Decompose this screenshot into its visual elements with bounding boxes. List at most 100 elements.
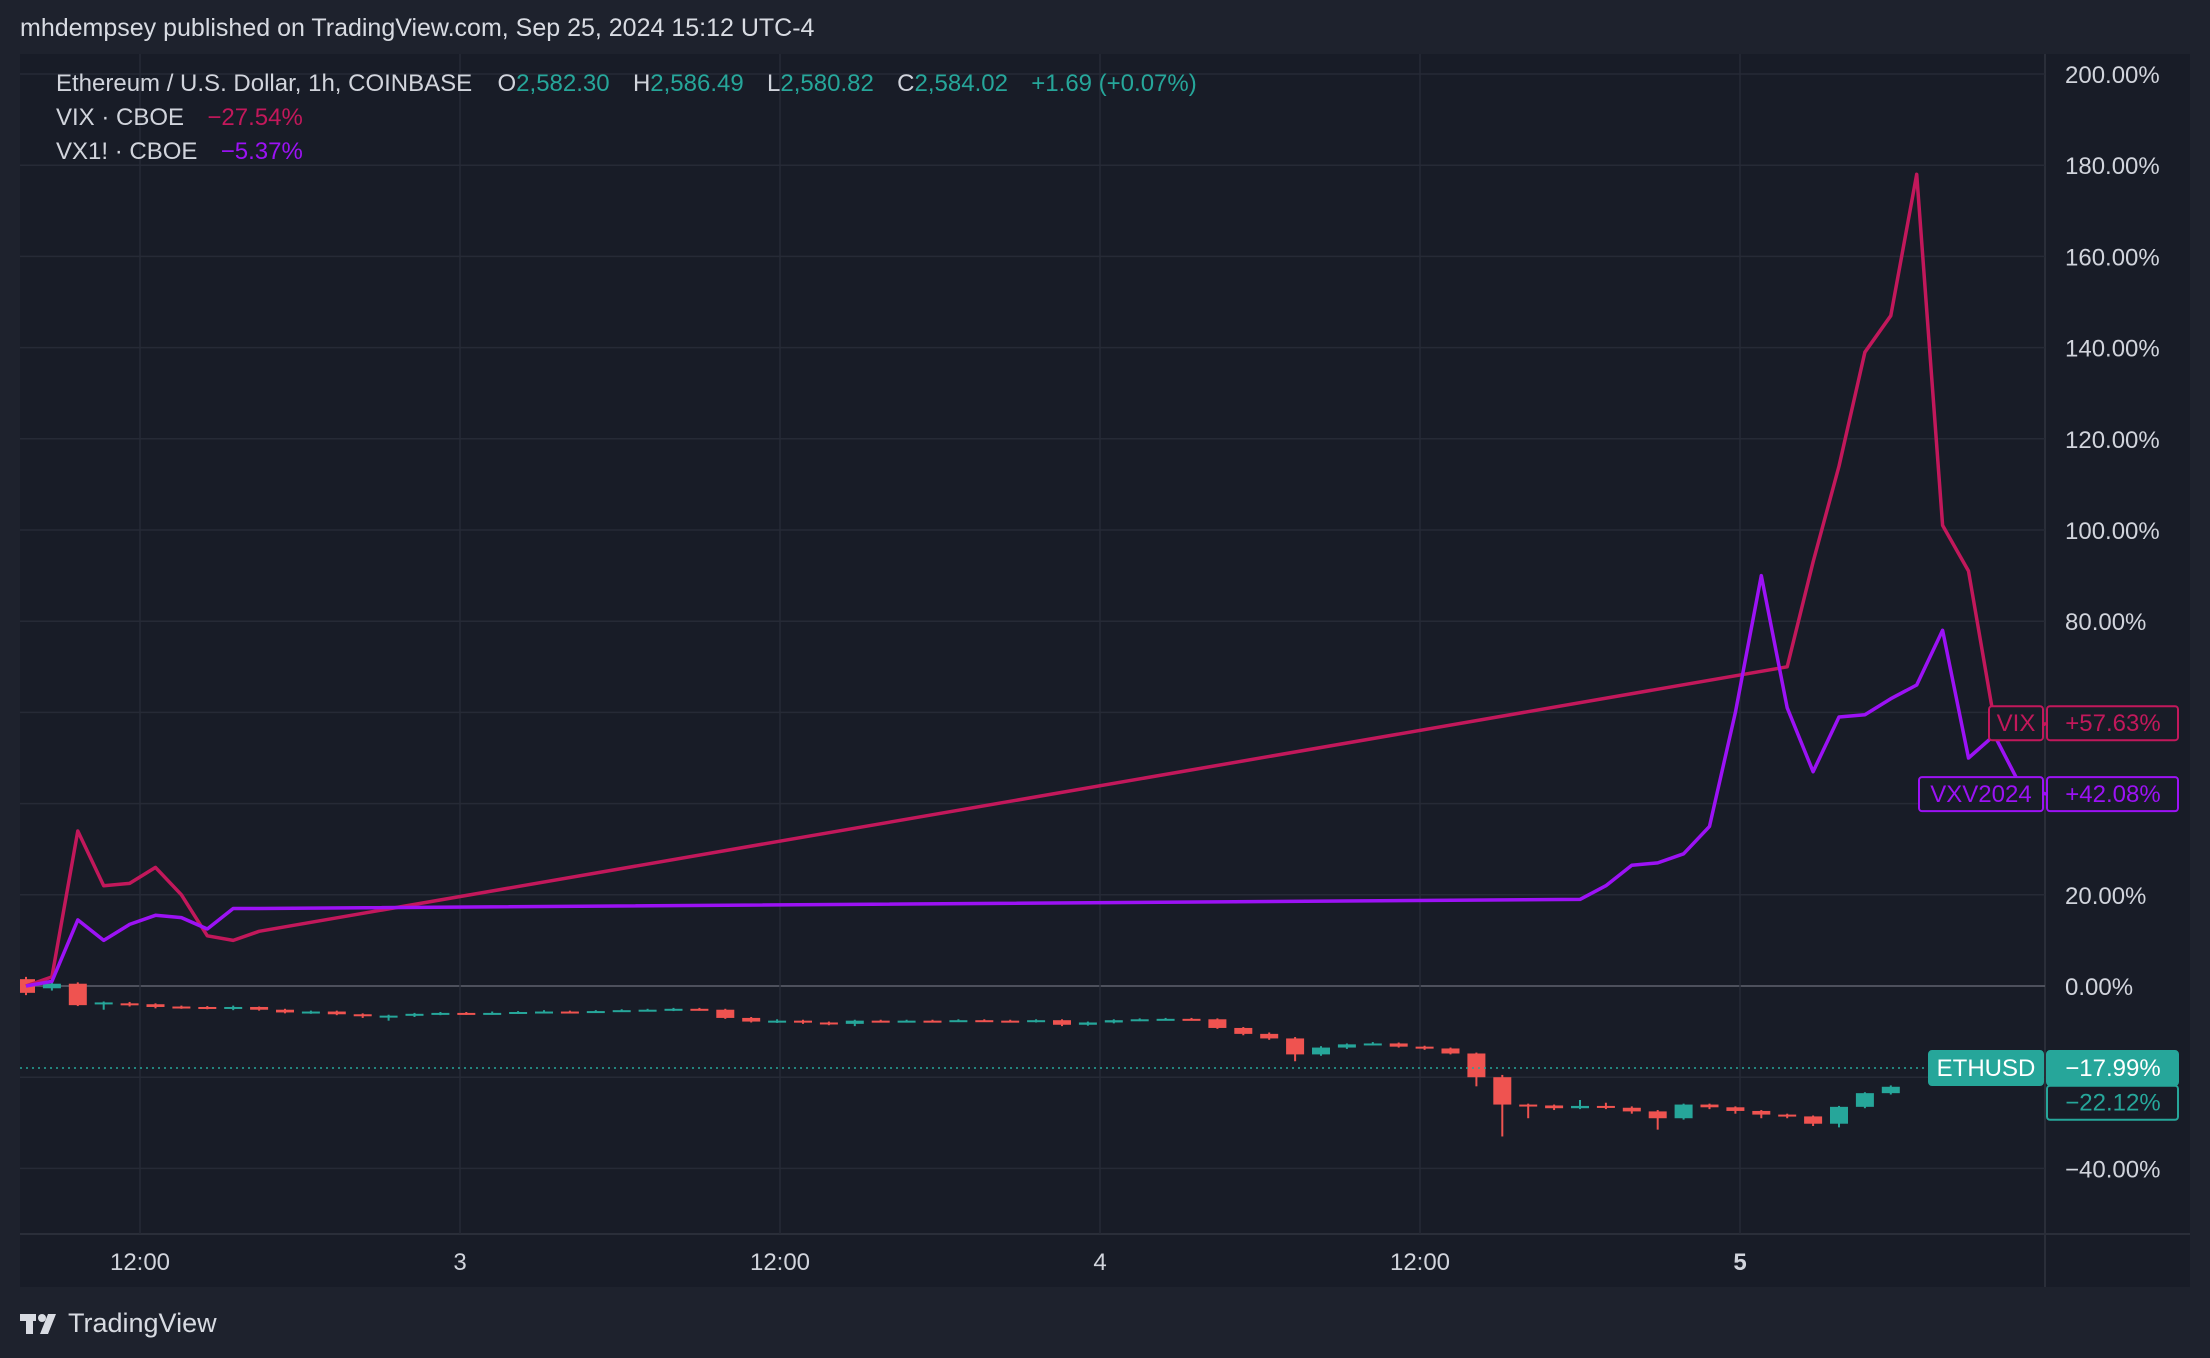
candle-body <box>483 1012 502 1015</box>
candle-body <box>1752 1110 1771 1115</box>
legend-c-value: 2,584.02 <box>914 70 1008 97</box>
ethusd-candles <box>20 976 2045 1137</box>
candle-body <box>1001 1020 1020 1023</box>
price-tick-label: 20.00% <box>2065 883 2146 910</box>
candle-body <box>250 1006 269 1010</box>
candle-body <box>301 1011 320 1014</box>
candle-body <box>1130 1019 1149 1022</box>
time-tick-label: 12:00 <box>1390 1249 1450 1276</box>
series-value-tag <box>2046 776 2179 813</box>
candle-body <box>172 1006 191 1009</box>
price-tick-label: 0.00% <box>2065 974 2133 1001</box>
candle-body <box>68 983 87 1006</box>
candle-body <box>1337 1044 1356 1048</box>
series-value-tag-text: +57.63% <box>2065 710 2160 737</box>
candle-body <box>457 1012 476 1015</box>
candle-body <box>1881 1086 1900 1094</box>
legend-vix-change: −27.54% <box>207 104 303 131</box>
candle-body <box>742 1017 761 1022</box>
legend-vix[interactable]: VIX · CBOE −27.54% <box>56 104 303 132</box>
price-tick-label: 180.00% <box>2065 153 2160 180</box>
candle-body <box>42 983 61 989</box>
legend-o-label: O <box>497 70 517 97</box>
series-name-tag <box>1918 776 2044 813</box>
candle-body <box>1830 1106 1848 1124</box>
candle-body <box>612 1010 631 1013</box>
eth-secondary-tag <box>2046 1084 2179 1121</box>
eth-secondary-tag-text: −22.12% <box>2065 1090 2160 1117</box>
candle-body <box>1260 1033 1279 1039</box>
candle-body <box>1104 1020 1123 1023</box>
series-line-vxv2024 <box>25 573 2047 988</box>
candle-body <box>1804 1116 1823 1124</box>
candle-body <box>1182 1018 1201 1021</box>
candle-body <box>923 1020 942 1023</box>
price-tick-label: 120.00% <box>2065 427 2160 454</box>
candle-body <box>1312 1047 1330 1055</box>
candle-body <box>1441 1048 1460 1054</box>
candle-body <box>1363 1043 1382 1046</box>
candle-body <box>405 1013 424 1016</box>
candle-body <box>949 1020 968 1023</box>
candle-body <box>1519 1104 1538 1107</box>
time-tick-label: 4 <box>1093 1249 1106 1276</box>
candle-body <box>327 1011 346 1015</box>
candle-body <box>224 1006 243 1009</box>
candle-body <box>1855 1093 1874 1107</box>
candle-body <box>1053 1020 1071 1025</box>
candle-body <box>1726 1107 1745 1111</box>
candle-body <box>690 1008 709 1011</box>
time-tick-label: 5 <box>1733 1249 1746 1276</box>
candle-body <box>586 1011 605 1014</box>
candle-body <box>1286 1038 1305 1055</box>
candle-body <box>1622 1107 1641 1112</box>
legend-eth[interactable]: Ethereum / U.S. Dollar, 1h, COINBASE O 2,… <box>56 70 1197 98</box>
time-tick-label: 12:00 <box>750 1249 810 1276</box>
footer-brand-text: TradingView <box>68 1308 217 1338</box>
legend-eth-symbol: Ethereum / U.S. Dollar, 1h, COINBASE <box>56 70 473 97</box>
candle-body <box>1700 1104 1719 1108</box>
legend-eth-change: +1.69 (+0.07%) <box>1031 70 1197 97</box>
price-tick-label: 140.00% <box>2065 336 2160 363</box>
legend-l-label: L <box>767 70 781 97</box>
candle-body <box>379 1015 398 1018</box>
candle-body <box>1467 1053 1486 1078</box>
price-axis[interactable]: 200.00% 180.00% 160.00% 140.00% 120.00% 100.0… <box>2065 62 2160 1183</box>
candle-body <box>94 1002 113 1005</box>
time-tick-label: 12:00 <box>110 1249 170 1276</box>
candle-body <box>560 1011 579 1014</box>
chart-area[interactable]: 200.00% 180.00% 160.00% 140.00% 120.00% 100.0… <box>20 54 2190 1287</box>
series-value-tag <box>2046 705 2179 742</box>
time-tick-label: 3 <box>453 1249 466 1276</box>
tradingview-logo-icon <box>20 1313 56 1334</box>
candle-body <box>638 1009 657 1012</box>
legend-vx1[interactable]: VX1! · CBOE −5.37% <box>56 138 303 166</box>
price-tick-label: 160.00% <box>2065 244 2160 271</box>
candle-body <box>1415 1046 1434 1049</box>
candle-body <box>1648 1111 1667 1119</box>
series-line-vix <box>25 172 2047 988</box>
legend-h-label: H <box>632 70 651 97</box>
candle-body <box>198 1006 217 1009</box>
chart-svg[interactable]: 200.00% 180.00% 160.00% 140.00% 120.00% 100.0… <box>20 54 2190 1287</box>
candle-body <box>535 1011 553 1014</box>
price-tick-label: 80.00% <box>2065 609 2146 636</box>
candle-body <box>1571 1105 1589 1109</box>
publish-header: mhdempsey published on TradingView.com, … <box>20 14 815 42</box>
legend-vx1-symbol: VX1! · CBOE <box>56 138 198 165</box>
candle-body <box>353 1014 372 1017</box>
candle-body <box>794 1020 812 1023</box>
candle-body <box>1389 1043 1408 1047</box>
candle-body <box>1027 1020 1046 1023</box>
time-axis[interactable]: 12:00 3 12:00 4 12:00 5 <box>110 1249 1747 1276</box>
candle-body <box>1596 1105 1615 1108</box>
candle-body <box>146 1004 165 1007</box>
footer-brand[interactable]: TradingView <box>20 1308 217 1339</box>
candle-body <box>1674 1104 1693 1119</box>
series-lines <box>25 172 2047 988</box>
grid <box>20 54 2190 1287</box>
price-tick-label: −40.00% <box>2065 1156 2160 1183</box>
legend-l-value: 2,580.82 <box>780 70 874 97</box>
candle-body <box>276 1009 294 1013</box>
series-value-tag-text: +42.08% <box>2065 781 2160 808</box>
